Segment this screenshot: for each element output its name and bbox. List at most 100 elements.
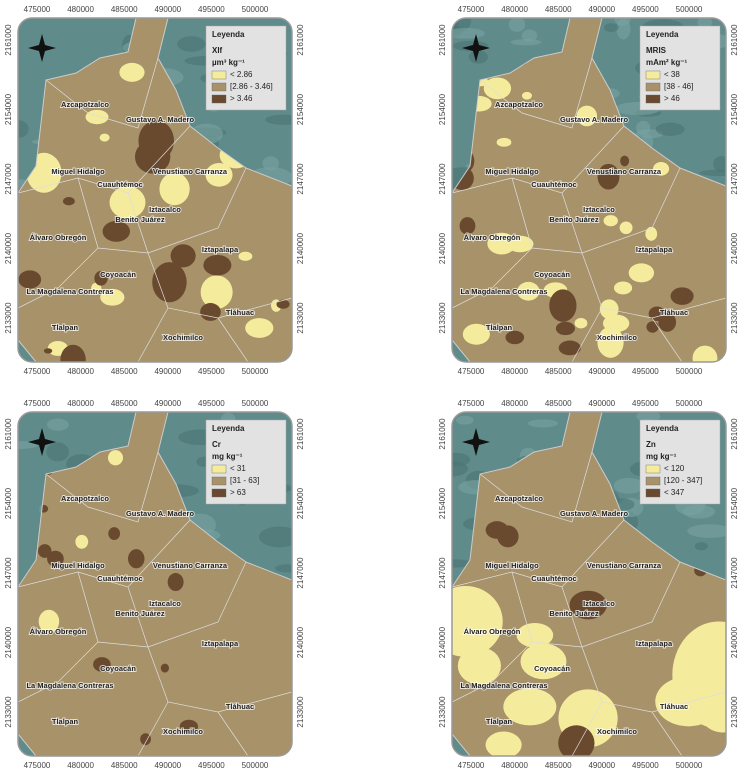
- y-tick-label: 2140000: [730, 626, 739, 658]
- district-label: Tláhuac: [226, 308, 254, 317]
- class-area: [91, 282, 102, 295]
- north-arrow: [28, 34, 56, 62]
- relief: [603, 23, 619, 33]
- district-label: Venustiano Carranza: [587, 561, 662, 570]
- x-tick-label: 480000: [501, 5, 528, 14]
- district-label: Gustavo A. Madero: [126, 509, 194, 518]
- class-area: [496, 137, 512, 147]
- legend-label: < 2.86: [230, 70, 253, 79]
- legend-label: [2.86 - 3.46]: [230, 82, 273, 91]
- class-area: [555, 321, 575, 336]
- y-tick-label: 2161000: [4, 418, 13, 450]
- class-area: [698, 687, 726, 733]
- y-tick-label: 2161000: [730, 418, 739, 450]
- legend-unit: mAm² kg⁻¹: [646, 58, 687, 67]
- x-tick-label: 485000: [545, 761, 572, 770]
- y-tick-label: 2147000: [438, 557, 447, 589]
- y-tick-label: 2140000: [730, 232, 739, 264]
- class-area: [646, 321, 659, 333]
- district-label: Venustiano Carranza: [587, 167, 662, 176]
- class-area: [576, 105, 598, 127]
- relief: [258, 526, 292, 548]
- legend-swatch: [645, 476, 661, 486]
- relief: [521, 29, 538, 42]
- x-tick-label: 475000: [458, 367, 485, 376]
- relief: [636, 412, 661, 423]
- y-tick-label: 2133000: [4, 302, 13, 334]
- class-area: [521, 91, 532, 100]
- district-label: La Magdalena Contreras: [26, 681, 113, 690]
- district-label: La Magdalena Contreras: [460, 681, 547, 690]
- relief: [682, 504, 716, 519]
- relief: [527, 419, 559, 428]
- legend: Leyenda Zn mg kg⁻¹ < 120 [120 - 347] < 347: [639, 419, 721, 505]
- district-label: Coyoacán: [100, 270, 136, 279]
- y-tick-label: 2140000: [296, 232, 305, 264]
- district-label: Gustavo A. Madero: [560, 509, 628, 518]
- class-area: [109, 186, 146, 219]
- x-tick-label: 475000: [24, 5, 51, 14]
- district-label: Iztacalco: [149, 205, 181, 214]
- legend-label: [38 - 46]: [664, 82, 693, 91]
- district-label: Azcapotzalco: [61, 494, 109, 503]
- class-area: [692, 345, 718, 362]
- x-tick-label: 490000: [588, 761, 615, 770]
- x-tick-label: 480000: [501, 761, 528, 770]
- class-area: [85, 109, 109, 125]
- legend-swatch: [645, 94, 661, 104]
- district-label: Cuauhtémoc: [97, 574, 142, 583]
- class-area: [38, 544, 52, 558]
- district-label: Azcapotzalco: [61, 100, 109, 109]
- relief: [262, 156, 279, 171]
- x-tick-label: 475000: [24, 367, 51, 376]
- x-tick-label: 500000: [242, 399, 269, 408]
- x-tick-label: 500000: [242, 5, 269, 14]
- class-area: [628, 263, 655, 283]
- class-area: [170, 244, 196, 268]
- y-tick-label: 2140000: [438, 626, 447, 658]
- class-area: [574, 318, 588, 329]
- relief: [265, 114, 292, 125]
- district-label: Azcapotzalco: [495, 100, 543, 109]
- map-frame: [17, 17, 293, 363]
- y-tick-label: 2133000: [296, 302, 305, 334]
- boundaries: [18, 57, 292, 362]
- class-area: [205, 162, 233, 187]
- y-tick-label: 2147000: [4, 557, 13, 589]
- north-arrow: [462, 34, 490, 62]
- class-area: [503, 688, 557, 726]
- district-label: Venustiano Carranza: [153, 561, 228, 570]
- class-area: [619, 221, 633, 235]
- district-label: Iztapalapa: [636, 245, 673, 254]
- district-label: Tlalpan: [486, 323, 513, 332]
- district-label: Miguel Hidalgo: [51, 167, 105, 176]
- x-tick-label: 495000: [632, 761, 659, 770]
- x-tick-label: 485000: [111, 761, 138, 770]
- class-area: [38, 609, 60, 634]
- x-tick-label: 475000: [458, 761, 485, 770]
- district-label: Benito Juárez: [115, 215, 164, 224]
- class-area: [603, 215, 618, 227]
- district-label: Benito Juárez: [549, 215, 598, 224]
- legend-label: < 38: [664, 70, 680, 79]
- x-tick-label: 490000: [588, 399, 615, 408]
- x-tick-label: 500000: [242, 367, 269, 376]
- x-tick-label: 500000: [676, 367, 703, 376]
- y-tick-label: 2147000: [730, 557, 739, 589]
- relief: [177, 36, 206, 52]
- y-tick-label: 2154000: [296, 487, 305, 519]
- x-tick-label: 490000: [588, 5, 615, 14]
- city-outline: [18, 18, 292, 362]
- legend-swatch: [211, 94, 227, 104]
- district-label: Venustiano Carranza: [153, 167, 228, 176]
- city-fill: [452, 18, 726, 362]
- legend-swatch: [645, 70, 661, 80]
- class-area: [517, 281, 540, 301]
- class-area: [93, 657, 111, 672]
- legend-label: < 347: [664, 488, 685, 497]
- relief: [274, 564, 292, 573]
- city: [18, 412, 292, 756]
- legend-title: Cr: [212, 440, 221, 449]
- y-tick-label: 2140000: [296, 626, 305, 658]
